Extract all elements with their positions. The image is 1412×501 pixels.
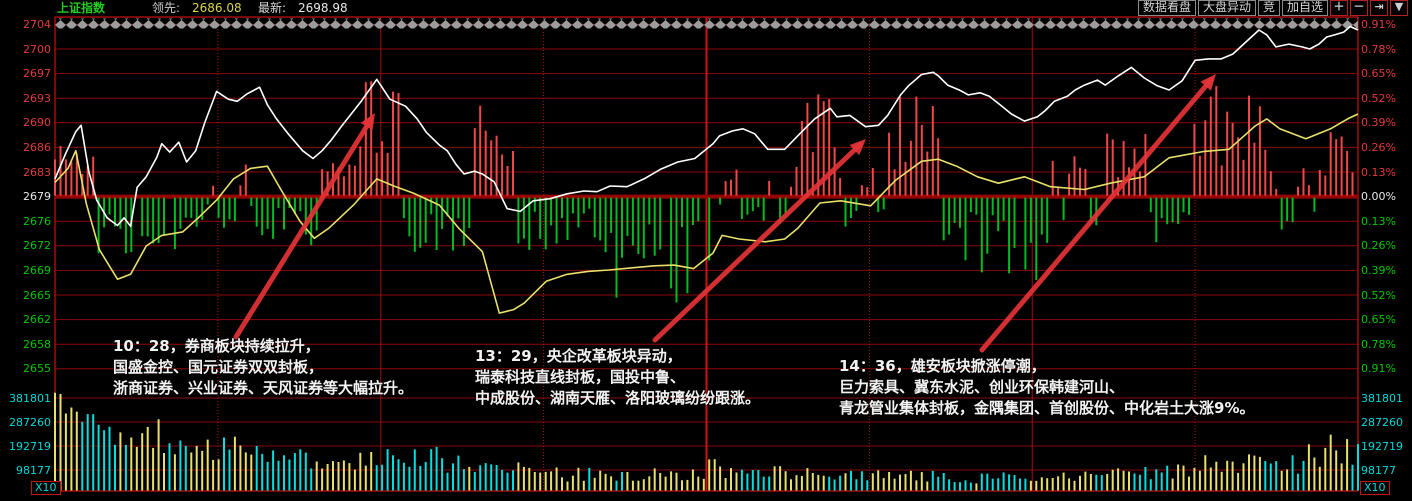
axis-label: 2662 [23, 313, 51, 327]
chevron-down-icon[interactable]: ▼ [1390, 0, 1408, 16]
axis-label: 2655 [23, 362, 51, 376]
annotation-line: 巨力索具、冀东水泥、创业环保韩建河山、 [839, 378, 1125, 396]
axis-label: 98177 [16, 463, 51, 477]
data-watch-button[interactable]: 数据看盘 [1137, 0, 1196, 16]
axis-label: 2697 [23, 67, 51, 81]
axis-label: 2693 [23, 91, 51, 105]
annotation-line: 10：28，券商板块持续拉升， [113, 337, 320, 355]
annotation-line: 14：36，雄安板块掀涨停潮， [839, 357, 1046, 375]
annotation-line: 瑞泰科技直线封板，国投中鲁、 [475, 368, 686, 386]
axis-label: 2700 [23, 42, 51, 56]
axis-label: 2658 [23, 337, 51, 351]
axis-label: 0.13% [1361, 214, 1396, 228]
axis-label: 2676 [23, 214, 51, 228]
annotation-line: 青龙管业集体封板，金隅集团、首创股份、中化岩土大涨9%。 [839, 399, 1255, 417]
axis-label: 2704 [23, 17, 51, 31]
axis-label: 287260 [9, 415, 51, 429]
annotation-line: 中成股份、湖南天雁、洛阳玻璃纷纷跟涨。 [475, 389, 761, 407]
toolbar: 数据看盘 大盘异动 竞 加自选 ＋ － ⇥ ▼ [1137, 0, 1408, 16]
volume-scale-left: X10 [31, 481, 61, 495]
annotation-block: 13：29，央企改革板块异动， 瑞泰科技直线封板，国投中鲁、 中成股份、湖南天雁… [475, 346, 760, 409]
top-bar: 上证指数 领先: 2686.08 最新: 2698.98 数据看盘 大盘异动 竞… [0, 0, 1412, 17]
annotation-arrow [979, 74, 1216, 353]
axis-label: 192719 [9, 439, 51, 453]
axis-label: 2665 [23, 288, 51, 302]
volume-scale-right: X10 [1360, 481, 1390, 495]
axis-label: 0.00% [1361, 190, 1396, 204]
annotation-block: 10：28，券商板块持续拉升， 国盛金控、国元证券双双封板， 浙商证券、兴业证券… [113, 336, 413, 399]
annotation-block: 14：36，雄安板块掀涨停潮， 巨力索具、冀东水泥、创业环保韩建河山、 青龙管业… [839, 356, 1254, 419]
last-value: 2698.98 [298, 1, 348, 15]
axis-label: 98177 [1361, 463, 1396, 477]
axis-label: 0.91% [1361, 17, 1396, 31]
index-name: 上证指数 [57, 1, 106, 15]
leading-line [54, 113, 1359, 314]
tick-bars [54, 81, 1354, 303]
axis-label: 381801 [1361, 391, 1403, 405]
annotation-line: 13：29，央企改革板块异动， [475, 347, 682, 365]
axis-label: 2690 [23, 116, 51, 130]
axis-label: 0.52% [1361, 288, 1396, 302]
minus-icon[interactable]: － [1350, 0, 1368, 16]
annotation-line: 浙商证券、兴业证券、天风证券等大幅拉升。 [113, 379, 414, 397]
annotation-line: 国盛金控、国元证券双双封板， [113, 358, 324, 376]
axis-label: 192719 [1361, 439, 1403, 453]
auction-button[interactable]: 竞 [1257, 0, 1280, 16]
axis-label: 2686 [23, 140, 51, 154]
axis-label: 0.26% [1361, 140, 1396, 154]
annotation-arrow [233, 113, 375, 340]
market-moves-button[interactable]: 大盘异动 [1197, 0, 1256, 16]
axis-label: 2679 [23, 190, 51, 204]
price-line [54, 25, 1359, 228]
axis-label: 0.65% [1361, 67, 1396, 81]
axis-label: 2669 [23, 263, 51, 277]
add-favorite-button[interactable]: 加自选 [1281, 0, 1328, 16]
arrow-bar-icon[interactable]: ⇥ [1370, 0, 1388, 16]
axis-label: 0.65% [1361, 313, 1396, 327]
axis-label: 0.13% [1361, 165, 1396, 179]
axis-label: 287260 [1361, 415, 1403, 429]
axis-label: 0.26% [1361, 239, 1396, 253]
lead-label: 领先: [152, 1, 181, 15]
axis-label: 0.91% [1361, 362, 1396, 376]
axis-label: 0.78% [1361, 337, 1396, 351]
lead-value: 2686.08 [192, 1, 242, 15]
axis-label: 0.39% [1361, 116, 1396, 130]
axis-label: 0.39% [1361, 263, 1396, 277]
axis-label: 2683 [23, 165, 51, 179]
plus-icon[interactable]: ＋ [1330, 0, 1348, 16]
last-label: 最新: [258, 1, 287, 15]
axis-label: 0.52% [1361, 91, 1396, 105]
axis-label: 0.78% [1361, 42, 1396, 56]
volume-bars [54, 392, 1359, 491]
axis-label: 381801 [9, 391, 51, 405]
diamond-strip [55, 18, 1358, 29]
annotation-arrow [652, 139, 866, 343]
axis-label: 2672 [23, 239, 51, 253]
